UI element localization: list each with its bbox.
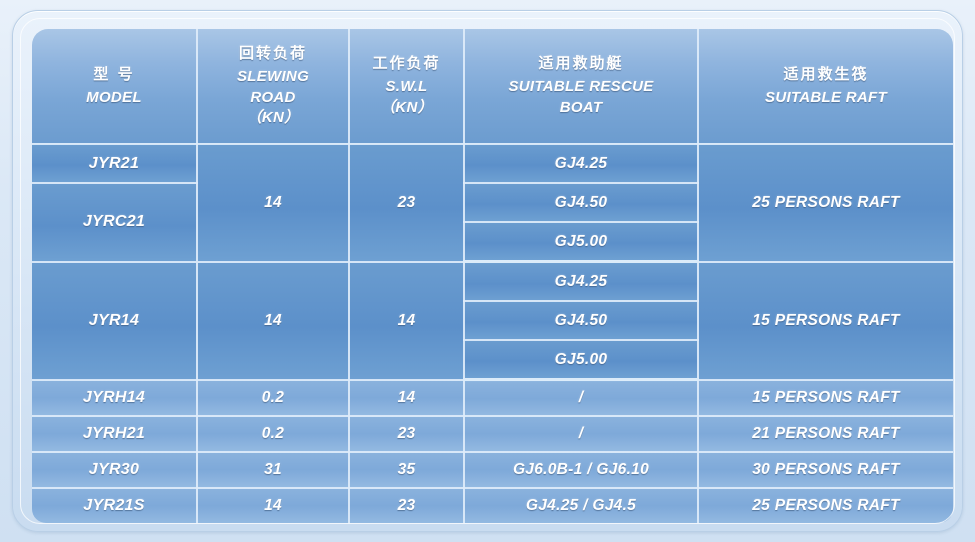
- column-header-rescue-boat-en-line1: SUITABLE RESCUE: [508, 78, 654, 96]
- cell-slewing-road: 14: [197, 488, 350, 523]
- header-row: 型 号 MODEL 回转负荷 SLEWING ROAD （KN） 工作负荷 S.…: [32, 29, 953, 145]
- cell-raft: 30 PERSONS RAFT: [698, 452, 953, 489]
- cell-swl: 14: [349, 261, 465, 381]
- column-header-slewing-road-en-line1: SLEWING: [236, 67, 310, 85]
- cell-swl: 35: [349, 452, 465, 489]
- spec-table-frame: 型 号 MODEL 回转负荷 SLEWING ROAD （KN） 工作负荷 S.…: [12, 10, 963, 532]
- cell-model: JYR21S: [32, 488, 198, 523]
- cell-slewing-road: 14: [197, 261, 350, 381]
- column-header-slewing-road-en-line2: ROAD: [250, 88, 296, 106]
- column-header-model-en: MODEL: [86, 88, 142, 106]
- cell-raft: 15 PERSONS RAFT: [698, 261, 953, 381]
- cell-slewing-road: 0.2: [197, 416, 350, 453]
- cell-model: JYRH14: [32, 379, 198, 417]
- cell-raft: 25 PERSONS RAFT: [698, 488, 953, 523]
- cell-raft: 21 PERSONS RAFT: [698, 416, 953, 453]
- table-row[interactable]: JYRH14 0.2 14 / 15 PERSONS RAFT: [32, 379, 953, 417]
- column-header-swl-cn: 工作负荷: [372, 54, 441, 73]
- cell-model: JYRC21: [32, 183, 198, 263]
- cell-rescue-boat: GJ4.25: [464, 261, 699, 302]
- cell-rescue-boat: GJ4.25 / GJ4.5: [464, 488, 699, 523]
- column-header-swl-en: S.W.L: [385, 78, 428, 96]
- cell-model: JYRH21: [32, 416, 198, 453]
- column-header-rescue-boat: 适用救助艇 SUITABLE RESCUE BOAT: [464, 29, 699, 145]
- cell-swl: 14: [349, 379, 465, 417]
- cell-rescue-boat: /: [464, 416, 699, 453]
- column-header-raft-en: SUITABLE RAFT: [765, 88, 887, 106]
- cell-model: JYR14: [32, 261, 198, 381]
- cell-rescue-boat: GJ5.00: [464, 222, 699, 263]
- table-row[interactable]: JYR30 31 35 GJ6.0B-1 / GJ6.10 30 PERSONS…: [32, 452, 953, 489]
- column-header-rescue-boat-cn: 适用救助艇: [538, 54, 624, 73]
- cell-swl: 23: [349, 416, 465, 453]
- column-header-slewing-road-cn: 回转负荷: [238, 44, 307, 63]
- cell-rescue-boat: GJ4.50: [464, 183, 699, 223]
- cell-rescue-boat: GJ4.50: [464, 301, 699, 341]
- cell-rescue-boat: /: [464, 379, 699, 417]
- specification-table: 型 号 MODEL 回转负荷 SLEWING ROAD （KN） 工作负荷 S.…: [32, 29, 953, 523]
- cell-slewing-road: 14: [197, 144, 350, 263]
- table-row[interactable]: JYR14 14 14 GJ4.25 15 PERSONS RAFT: [32, 261, 953, 381]
- cell-rescue-boat: GJ4.25: [464, 144, 699, 184]
- cell-rescue-boat: GJ5.00: [464, 340, 699, 381]
- cell-model: JYR30: [32, 452, 198, 489]
- table-row[interactable]: GJ5.00: [32, 222, 953, 263]
- table-row[interactable]: GJ4.50: [32, 301, 953, 341]
- cell-swl: 23: [349, 488, 465, 523]
- cell-slewing-road: 31: [197, 452, 350, 489]
- cell-rescue-boat: GJ6.0B-1 / GJ6.10: [464, 452, 699, 489]
- column-header-slewing-road-unit: （KN）: [246, 109, 300, 127]
- column-header-model: 型 号 MODEL: [32, 29, 198, 145]
- spec-table-container: 型 号 MODEL 回转负荷 SLEWING ROAD （KN） 工作负荷 S.…: [32, 29, 953, 523]
- column-header-swl: 工作负荷 S.W.L （KN）: [349, 29, 465, 145]
- table-body: JYR21 14 23 GJ4.25 25 PERSONS RAFT JYRC2…: [32, 144, 953, 523]
- column-header-raft-cn: 适用救生筏: [783, 64, 869, 83]
- cell-model: JYR21: [32, 144, 198, 184]
- table-row[interactable]: JYR21 14 23 GJ4.25 25 PERSONS RAFT: [32, 144, 953, 263]
- table-row[interactable]: JYR21S 14 23 GJ4.25 / GJ4.5 25 PERSONS R…: [32, 488, 953, 523]
- column-header-model-cn: 型 号: [93, 64, 135, 83]
- table-row[interactable]: JYRH21 0.2 23 / 21 PERSONS RAFT: [32, 416, 953, 453]
- table-row[interactable]: JYRC21 GJ4.50: [32, 183, 953, 263]
- column-header-rescue-boat-en-line2: BOAT: [559, 98, 603, 116]
- column-header-swl-unit: （KN）: [380, 98, 433, 116]
- table-row[interactable]: GJ5.00: [32, 340, 953, 381]
- column-header-slewing-road: 回转负荷 SLEWING ROAD （KN）: [197, 29, 350, 145]
- cell-raft: 15 PERSONS RAFT: [698, 379, 953, 417]
- cell-slewing-road: 0.2: [197, 379, 350, 417]
- table-header: 型 号 MODEL 回转负荷 SLEWING ROAD （KN） 工作负荷 S.…: [32, 29, 953, 145]
- cell-raft: 25 PERSONS RAFT: [698, 144, 953, 263]
- cell-swl: 23: [349, 144, 465, 263]
- column-header-raft: 适用救生筏 SUITABLE RAFT: [698, 29, 953, 145]
